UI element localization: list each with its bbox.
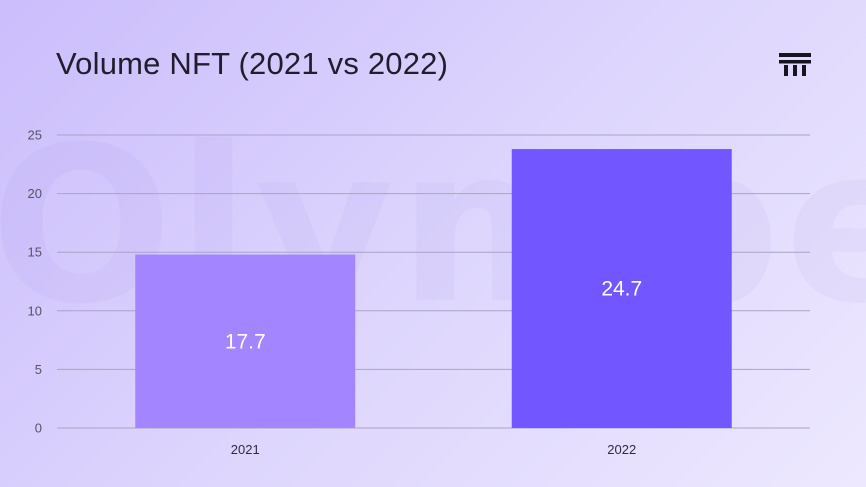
data-label: 24.7 xyxy=(601,278,642,301)
bar xyxy=(511,149,732,428)
x-tick-label: 2022 xyxy=(607,442,636,457)
y-tick-label: 25 xyxy=(28,128,42,143)
data-label: 17.7 xyxy=(225,330,266,353)
chart-title: Volume NFT (2021 vs 2022) xyxy=(56,46,449,81)
columns-logo-icon xyxy=(779,53,811,76)
y-tick-label: 10 xyxy=(28,303,42,318)
y-tick-label: 5 xyxy=(35,362,42,377)
y-tick-label: 20 xyxy=(28,186,42,201)
y-tick-label: 0 xyxy=(35,421,42,436)
bar xyxy=(135,254,356,428)
y-tick-label: 15 xyxy=(28,245,42,260)
x-tick-label: 2021 xyxy=(231,442,260,457)
